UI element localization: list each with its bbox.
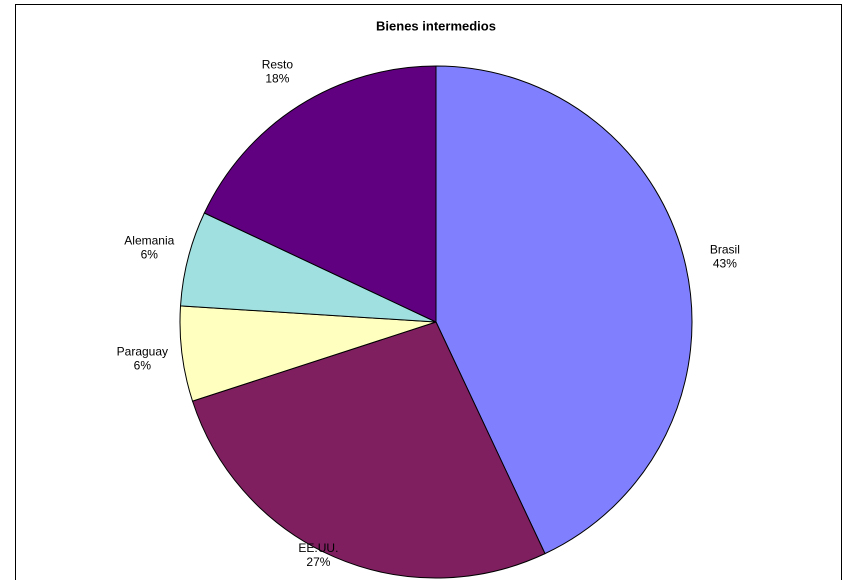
slice-label: Paraguay [117,344,168,358]
pie-slice [191,321,546,579]
slice-label: Brasil [710,243,740,257]
slice-value-label: 18% [265,71,289,85]
slice-label: EE.UU. [298,541,338,555]
slice-value-label: 6% [141,248,159,262]
slice-label: Alemania [124,234,174,248]
slice-value-label: 43% [713,257,737,271]
chart-title: Bienes intermedios [376,18,496,33]
slice-value-label: 6% [134,358,152,372]
pie-slice [435,65,693,555]
slice-label: Resto [262,57,294,71]
pie-slice [203,65,437,323]
slice-value-label: 27% [306,555,330,569]
